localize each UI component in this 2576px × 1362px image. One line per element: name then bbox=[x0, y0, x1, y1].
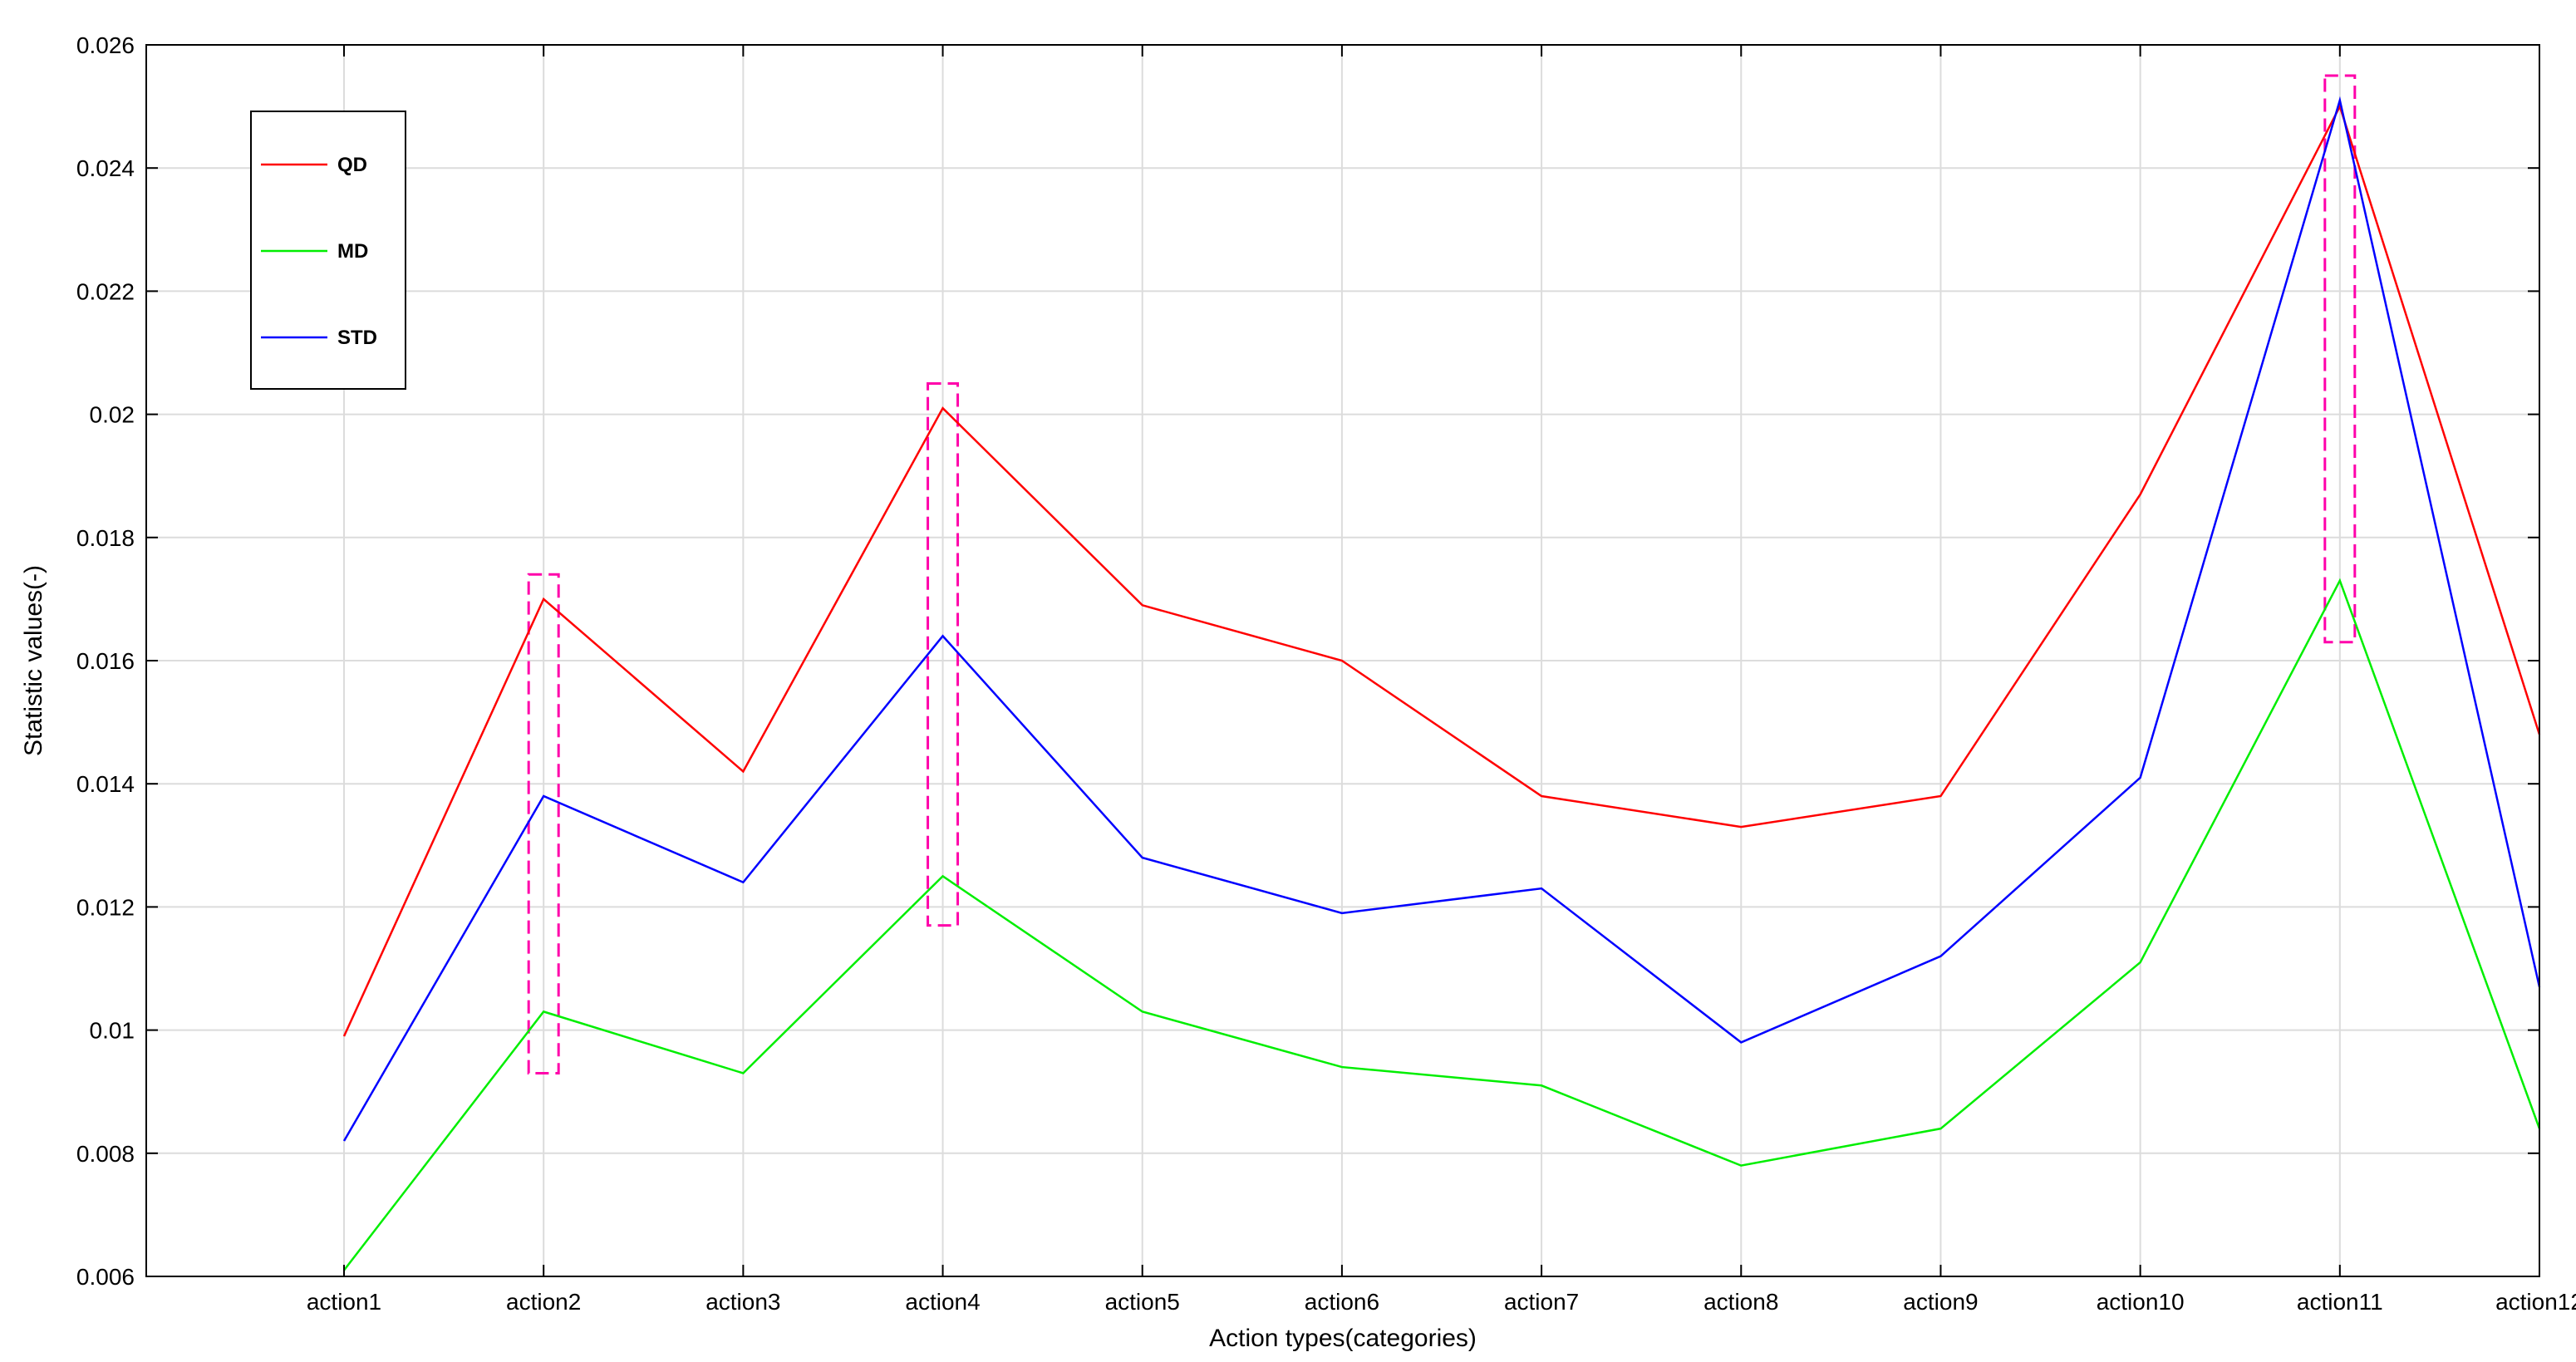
y-tick-label: 0.014 bbox=[76, 771, 135, 797]
x-tick-label: action11 bbox=[2297, 1289, 2383, 1315]
series-line-qd bbox=[342, 103, 2541, 1037]
series-line-md bbox=[343, 578, 2541, 1271]
y-tick-label: 0.008 bbox=[76, 1141, 135, 1167]
y-axis-title: Statistic values(-) bbox=[20, 565, 47, 756]
ticks bbox=[146, 44, 2540, 1277]
legend: QD MD STD bbox=[250, 111, 406, 390]
x-tick-label: action3 bbox=[705, 1289, 780, 1315]
highlight-box bbox=[927, 382, 960, 927]
x-axis-title: Action types(categories) bbox=[1209, 1325, 1477, 1352]
y-tick-label: 0.006 bbox=[76, 1264, 135, 1290]
y-tick-label: 0.018 bbox=[76, 525, 135, 551]
x-tick-label: action10 bbox=[2097, 1289, 2185, 1315]
x-tick-label: action9 bbox=[1903, 1289, 1978, 1315]
series-line-std bbox=[342, 96, 2541, 1142]
y-tick-label: 0.026 bbox=[76, 32, 135, 58]
x-tick-label: action8 bbox=[1703, 1289, 1778, 1315]
highlight-box bbox=[2323, 74, 2357, 644]
x-tick-label: action12 bbox=[2495, 1289, 2576, 1315]
x-tick-labels: action1 action2 action3 action4 action5 actio… bbox=[307, 1289, 2576, 1315]
x-tick-label: action1 bbox=[307, 1289, 381, 1315]
y-tick-label: 0.02 bbox=[90, 402, 135, 428]
y-tick-label: 0.022 bbox=[76, 278, 135, 304]
y-tick-labels: 0.006 0.008 0.01 0.012 0.014 0.016 0.018 0.02 0.… bbox=[76, 32, 135, 1290]
y-tick-label: 0.024 bbox=[76, 155, 135, 181]
legend-label-qd: QD bbox=[337, 154, 367, 176]
x-tick-label: action5 bbox=[1105, 1289, 1180, 1315]
x-tick-label: action2 bbox=[506, 1289, 581, 1315]
x-tick-label: action6 bbox=[1305, 1289, 1379, 1315]
x-tick-label: action7 bbox=[1504, 1289, 1579, 1315]
legend-label-std: STD bbox=[337, 327, 377, 349]
series-lines bbox=[342, 96, 2541, 1271]
y-tick-label: 0.01 bbox=[90, 1018, 135, 1044]
x-tick-label: action4 bbox=[905, 1289, 980, 1315]
legend-label-md: MD bbox=[337, 240, 368, 263]
highlight-boxes bbox=[527, 74, 2357, 1074]
y-tick-label: 0.012 bbox=[76, 894, 135, 920]
y-tick-label: 0.016 bbox=[76, 648, 135, 674]
